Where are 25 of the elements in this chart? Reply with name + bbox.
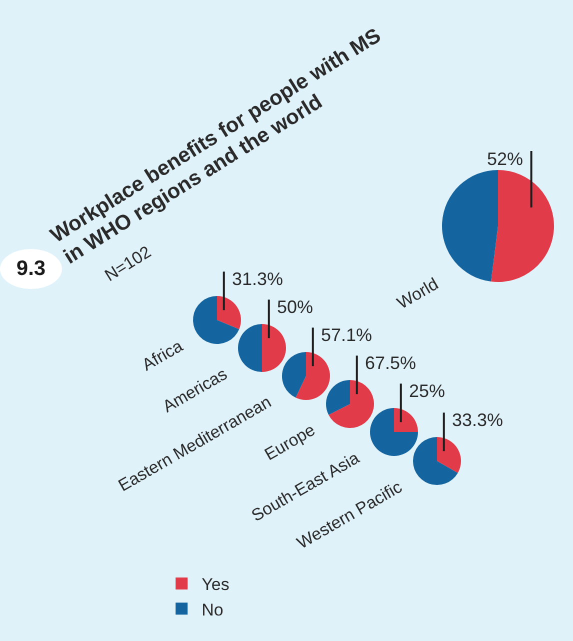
data-label: 31.3% <box>232 269 284 289</box>
pie-slice <box>282 352 306 398</box>
pie-slice <box>437 437 461 473</box>
data-label: 33.3% <box>452 410 504 430</box>
pie-slice <box>394 408 418 432</box>
pie-slice <box>262 324 286 372</box>
data-label: 57.1% <box>321 325 372 345</box>
pie-slice <box>413 437 458 485</box>
pie-slice <box>370 408 418 456</box>
pie-slice <box>238 324 262 372</box>
pie-slice <box>296 352 330 400</box>
text: 9.3 <box>16 257 46 280</box>
legend-label: Yes <box>202 575 230 594</box>
pie-slice <box>217 296 241 330</box>
pie-slice <box>490 170 554 282</box>
text: Africa <box>138 336 186 375</box>
legend-label: No <box>202 600 224 620</box>
pie-slice <box>326 380 350 415</box>
data-label: 50% <box>277 297 314 317</box>
data-label: 25% <box>409 381 446 401</box>
pie-slice <box>193 296 240 344</box>
pie-slice <box>328 380 374 428</box>
data-label: 52% <box>487 149 524 169</box>
pie-slice <box>442 170 498 282</box>
data-label: 67.5% <box>365 353 416 373</box>
